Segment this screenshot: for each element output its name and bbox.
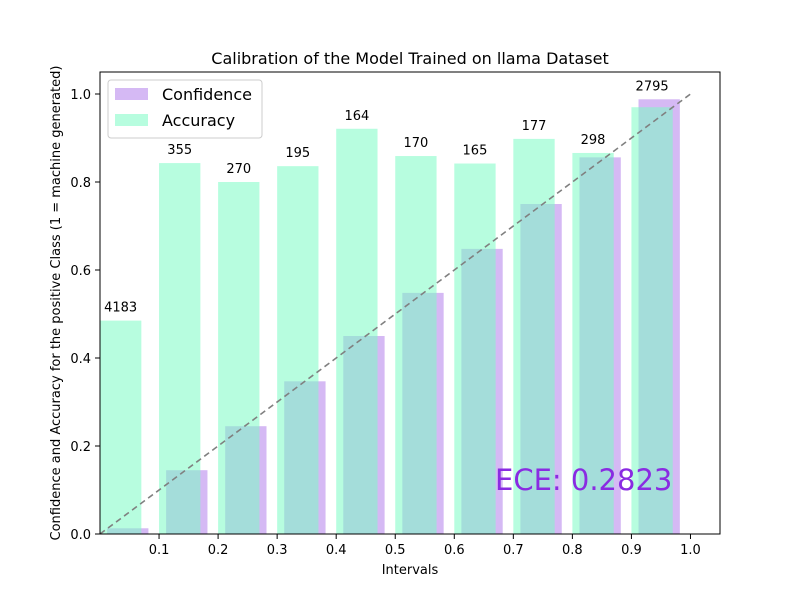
accuracy-bar (631, 107, 673, 534)
x-tick-label: 0.8 (562, 543, 583, 558)
y-tick-label: 0.0 (70, 528, 91, 543)
y-tick-label: 0.6 (70, 264, 91, 279)
bin-count-label: 164 (344, 109, 369, 124)
bin-count-label: 355 (167, 143, 192, 158)
legend-label-accuracy: Accuracy (162, 111, 235, 130)
x-tick-label: 0.4 (326, 543, 347, 558)
accuracy-bar (572, 152, 614, 534)
x-tick-label: 0.9 (621, 543, 642, 558)
accuracy-bar (277, 166, 319, 534)
bin-count-label: 195 (285, 146, 310, 161)
x-tick-label: 1.0 (680, 543, 701, 558)
x-tick-label: 0.6 (444, 543, 465, 558)
bin-count-label: 170 (403, 136, 428, 151)
accuracy-bar (395, 156, 437, 535)
bin-count-label: 2795 (636, 79, 669, 94)
chart-title: Calibration of the Model Trained on llam… (211, 49, 608, 68)
x-tick-label: 0.3 (267, 543, 288, 558)
bin-count-label: 177 (522, 119, 547, 134)
bin-count-label: 4183 (104, 301, 137, 316)
bin-count-label: 270 (226, 162, 251, 177)
y-tick-label: 1.0 (70, 88, 91, 103)
x-tick-label: 0.5 (385, 543, 406, 558)
x-axis-ticks: 0.1 0.2 0.3 0.4 0.5 0.6 0.7 0.8 0.9 1.0 (149, 534, 701, 558)
y-tick-label: 0.4 (70, 352, 91, 367)
bin-count-label: 165 (463, 144, 488, 159)
bin-count-label: 298 (581, 133, 606, 148)
x-tick-label: 0.1 (149, 543, 170, 558)
accuracy-bar (513, 138, 555, 534)
y-tick-label: 0.2 (70, 440, 91, 455)
x-axis-label: Intervals (382, 563, 439, 578)
legend: Confidence Accuracy (107, 79, 263, 139)
x-tick-label: 0.2 (208, 543, 229, 558)
y-tick-label: 0.8 (70, 176, 91, 191)
y-axis-label: Confidence and Accuracy for the positive… (49, 66, 64, 541)
accuracy-bar (454, 163, 496, 534)
plot-frame (99, 71, 721, 535)
perfect-calibration-line (99, 93, 691, 535)
bin-count-labels: 4183 355 270 195 164 170 165 177 298 2795 (104, 79, 669, 315)
legend-swatch-accuracy (115, 114, 148, 126)
ece-annotation: ECE: 0.2823 (495, 463, 672, 497)
accuracy-bar (159, 163, 201, 534)
legend-swatch-confidence (115, 88, 148, 100)
bars-layer (100, 99, 680, 535)
x-tick-label: 0.7 (503, 543, 524, 558)
legend-label-confidence: Confidence (162, 85, 252, 104)
accuracy-bar (100, 320, 142, 534)
y-axis-ticks: 0.0 0.2 0.4 0.6 0.8 1.0 (70, 88, 100, 543)
accuracy-bar (218, 182, 260, 534)
accuracy-bar (336, 128, 378, 534)
